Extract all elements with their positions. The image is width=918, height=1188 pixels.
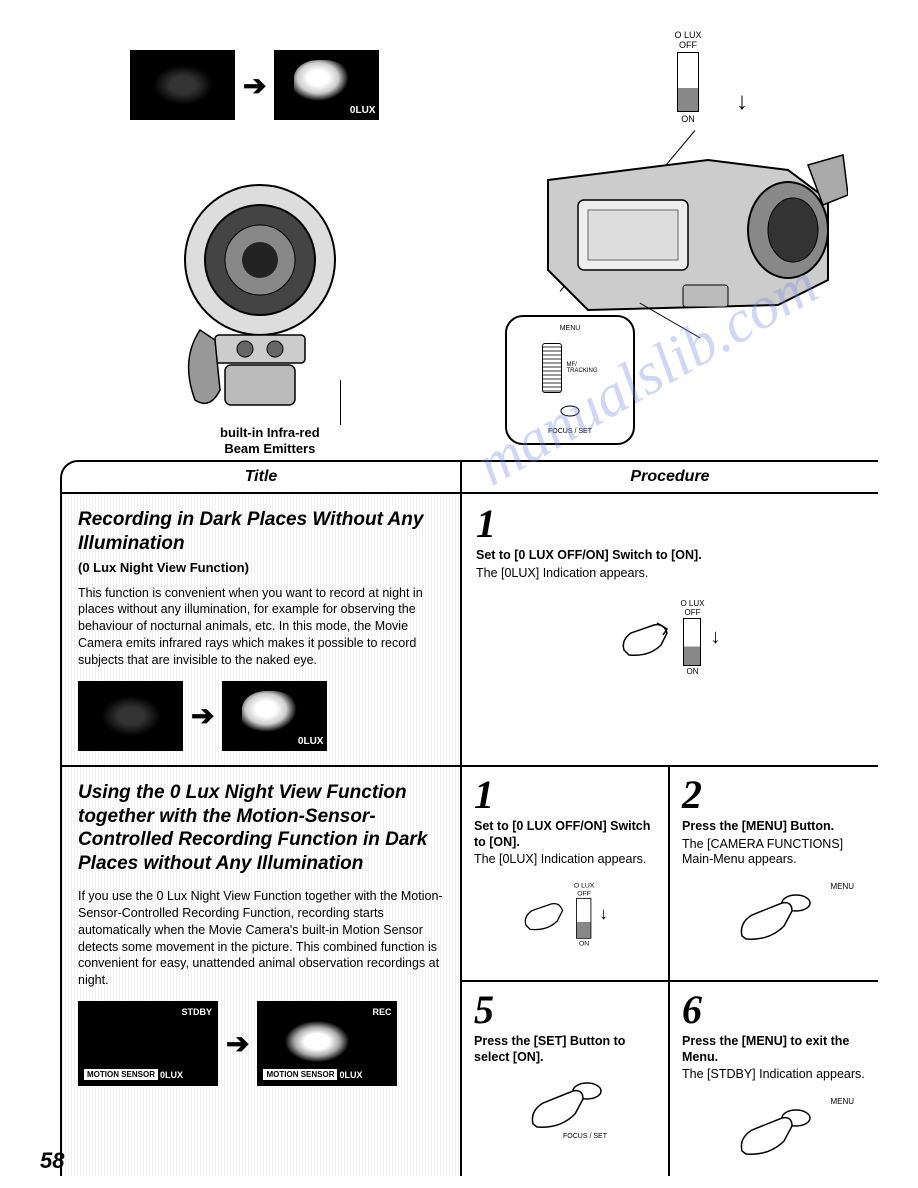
sensor-badge: MOTION SENSOR xyxy=(84,1069,158,1080)
button-label: MENU xyxy=(682,882,854,891)
arrow-icon: ➔ xyxy=(191,699,214,732)
hand-button-illustration: FOCUS / SET xyxy=(474,1079,656,1140)
top-diagram-area: ➔ 0LUX O LUX OFF ON ↓ built-in Infra-red… xyxy=(60,30,878,460)
section1-body: This function is convenient when you wan… xyxy=(78,585,444,669)
section1-heading: Recording in Dark Places Without Any Ill… xyxy=(78,508,444,556)
step-1: 1 Set to [0 LUX OFF/ON] Switch to [ON]. … xyxy=(462,767,670,982)
down-arrow-icon: ↓ xyxy=(711,626,721,649)
step-body: The [0LUX] Indication appears. xyxy=(476,566,864,582)
dial-label-focus: FOCUS / SET xyxy=(548,428,592,435)
thumb-before xyxy=(78,681,183,751)
arrow-icon: ➔ xyxy=(226,1027,249,1060)
hand-icon xyxy=(522,895,569,933)
screen-status: STDBY xyxy=(84,1007,212,1017)
step-5: 5 Press the [SET] Button to select [ON].… xyxy=(462,982,670,1176)
thumb-label: 0LUX xyxy=(350,105,376,116)
step-title: Set to [0 LUX OFF/ON] Switch to [ON]. xyxy=(476,548,864,564)
dial-wheel-icon xyxy=(542,343,562,393)
step-1: 1 Set to [0 LUX OFF/ON] Switch to [ON]. … xyxy=(476,506,864,753)
section1-title-cell: Recording in Dark Places Without Any Ill… xyxy=(62,494,462,765)
section2-body: If you use the 0 Lux Night View Function… xyxy=(78,888,444,989)
section-row-2: Using the 0 Lux Night View Function toge… xyxy=(62,767,878,1176)
step-number: 1 xyxy=(476,506,864,542)
camera-front-illustration xyxy=(160,180,360,410)
step-body: The [0LUX] Indication appears. xyxy=(474,852,656,868)
arrow-icon: ➔ xyxy=(243,69,266,102)
hand-icon xyxy=(619,615,674,660)
dial-side-labels: MF/ TRACKING xyxy=(566,362,597,374)
step-title: Press the [SET] Button to select [ON]. xyxy=(474,1034,656,1065)
step-number: 1 xyxy=(474,777,656,813)
switch-body xyxy=(677,52,699,112)
procedure-grid: 1 Set to [0 LUX OFF/ON] Switch to [ON]. … xyxy=(462,767,878,1176)
page-number: 58 xyxy=(40,1148,64,1174)
callout-line xyxy=(340,380,341,425)
hand-press-icon xyxy=(525,1079,605,1134)
mini-switch: O LUX OFF ON xyxy=(574,882,594,947)
table-header: Title Procedure xyxy=(62,462,878,494)
switch-body xyxy=(683,618,701,666)
section2-screens: STDBY MOTION SENSOR 0LUX ➔ REC MOTION SE… xyxy=(78,1001,444,1086)
button-label: MENU xyxy=(682,1097,854,1106)
screen-stdby: STDBY MOTION SENSOR 0LUX xyxy=(78,1001,218,1086)
section1-subheading: (0 Lux Night View Function) xyxy=(78,560,444,575)
hand-switch-illustration: O LUX OFF ON ↓ xyxy=(488,882,643,947)
set-button-icon xyxy=(560,405,580,417)
step-number: 6 xyxy=(682,992,866,1028)
section1-procedure: 1 Set to [0 LUX OFF/ON] Switch to [ON]. … xyxy=(462,494,878,765)
ir-emitter-label: built-in Infra-red Beam Emitters xyxy=(220,425,320,456)
menu-dial-callout: MENU MF/ TRACKING FOCUS / SET xyxy=(505,315,635,445)
screen-bottom: MOTION SENSOR 0LUX xyxy=(84,1069,212,1080)
screen-status: REC xyxy=(263,1007,391,1017)
thumb-after: 0LUX xyxy=(274,50,379,120)
step-body: The [STDBY] Indication appears. xyxy=(682,1067,866,1083)
lux-badge: 0LUX xyxy=(160,1070,183,1080)
switch-label-off: OFF xyxy=(658,40,718,50)
before-after-thumbs: ➔ 0LUX xyxy=(130,50,379,120)
camera-side-illustration xyxy=(528,110,848,340)
header-title: Title xyxy=(62,462,462,492)
down-arrow-icon: ↓ xyxy=(599,904,608,924)
section2-procedure: 1 Set to [0 LUX OFF/ON] Switch to [ON]. … xyxy=(462,767,878,1176)
hand-press-icon xyxy=(734,1106,814,1161)
thumb-after: 0LUX xyxy=(222,681,327,751)
thumb-before xyxy=(130,50,235,120)
button-label: FOCUS / SET xyxy=(514,1133,656,1140)
step-number: 5 xyxy=(474,992,656,1028)
section-row-1: Recording in Dark Places Without Any Ill… xyxy=(62,494,878,767)
step-2: 2 Press the [MENU] Button. The [CAMERA F… xyxy=(670,767,878,982)
step-6: 6 Press the [MENU] to exit the Menu. The… xyxy=(670,982,878,1176)
step-number: 2 xyxy=(682,777,866,813)
step-title: Press the [MENU] to exit the Menu. xyxy=(682,1034,866,1065)
switch-label-top: O LUX xyxy=(658,30,718,40)
step-title: Press the [MENU] Button. xyxy=(682,819,866,835)
screen-bottom: MOTION SENSOR 0LUX xyxy=(263,1069,391,1080)
switch-body xyxy=(576,898,591,939)
hand-button-illustration: MENU xyxy=(682,1097,866,1166)
lux-badge: 0LUX xyxy=(339,1070,362,1080)
animal-silhouette xyxy=(282,1019,352,1064)
sensor-badge: MOTION SENSOR xyxy=(263,1069,337,1080)
hand-switch-illustration: O LUX OFF ON ↓ xyxy=(476,599,864,676)
section2-title-cell: Using the 0 Lux Night View Function toge… xyxy=(62,767,462,1176)
mini-switch: O LUX OFF ON xyxy=(680,599,704,676)
hand-press-icon xyxy=(734,891,814,946)
step-title: Set to [0 LUX OFF/ON] Switch to [ON]. xyxy=(474,819,656,850)
screen-rec: REC MOTION SENSOR 0LUX xyxy=(257,1001,397,1086)
hand-button-illustration: MENU xyxy=(682,882,866,951)
dial-label-menu: MENU xyxy=(560,325,581,332)
thumb-label: 0LUX xyxy=(298,736,324,747)
header-procedure: Procedure xyxy=(462,462,878,492)
instruction-table: Title Procedure Recording in Dark Places… xyxy=(60,460,878,1176)
section2-heading: Using the 0 Lux Night View Function toge… xyxy=(78,781,444,876)
section1-thumbs: ➔ 0LUX xyxy=(78,681,444,751)
step-body: The [CAMERA FUNCTIONS] Main-Menu appears… xyxy=(682,837,866,868)
